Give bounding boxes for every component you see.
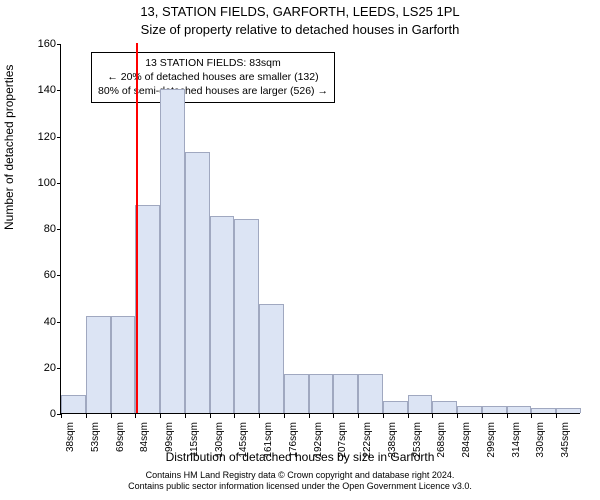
histogram-bar [358,374,383,413]
y-tick-mark [57,183,61,184]
histogram-bar [432,401,457,413]
x-tick-mark [432,414,433,418]
histogram-bar [507,406,532,413]
attribution-line-1: Contains HM Land Registry data © Crown c… [0,470,600,481]
subtitle-line: Size of property relative to detached ho… [0,22,600,37]
x-tick-mark [383,414,384,418]
histogram-bar [185,152,210,413]
x-tick-label: 222sqm [362,422,373,476]
x-tick-label: 207sqm [337,422,348,476]
y-tick-mark [57,229,61,230]
x-tick-label: 299sqm [486,422,497,476]
x-tick-mark [210,414,211,418]
y-tick-label: 0 [26,408,56,420]
y-tick-mark [57,44,61,45]
y-tick-mark [57,368,61,369]
x-tick-label: 53sqm [90,422,101,476]
histogram-bar [210,216,235,413]
x-tick-mark [111,414,112,418]
histogram-bar [531,408,556,413]
x-tick-label: 284sqm [461,422,472,476]
y-tick-label: 40 [26,316,56,328]
x-tick-mark [333,414,334,418]
y-tick-label: 20 [26,362,56,374]
x-axis-label: Distribution of detached houses by size … [0,450,600,464]
y-tick-label: 120 [26,131,56,143]
y-tick-label: 100 [26,177,56,189]
x-tick-label: 314sqm [511,422,522,476]
x-tick-label: 238sqm [387,422,398,476]
histogram-bar [111,316,136,413]
x-tick-label: 268sqm [436,422,447,476]
histogram-bar [556,408,581,413]
plot-area: 13 STATION FIELDS: 83sqm ← 20% of detach… [60,44,580,414]
x-tick-label: 253sqm [412,422,423,476]
y-tick-label: 160 [26,38,56,50]
annotation-line-3: 80% of semi-detached houses are larger (… [98,84,328,98]
y-tick-label: 140 [26,84,56,96]
histogram-bar [259,304,284,413]
x-tick-label: 130sqm [214,422,225,476]
x-tick-mark [185,414,186,418]
y-tick-mark [57,322,61,323]
histogram-bar [135,205,160,413]
y-tick-label: 60 [26,269,56,281]
y-tick-mark [57,90,61,91]
x-tick-mark [408,414,409,418]
x-tick-label: 84sqm [139,422,150,476]
histogram-bar [234,219,259,413]
x-tick-mark [358,414,359,418]
x-tick-label: 115sqm [189,422,200,476]
histogram-bar [482,406,507,413]
x-tick-label: 69sqm [115,422,126,476]
histogram-bar [309,374,334,413]
annotation-box: 13 STATION FIELDS: 83sqm ← 20% of detach… [91,52,335,103]
x-tick-mark [309,414,310,418]
attribution: Contains HM Land Registry data © Crown c… [0,470,600,493]
histogram-bar [284,374,309,413]
y-axis-label: Number of detached properties [2,65,16,230]
x-tick-label: 330sqm [535,422,546,476]
annotation-line-2: ← 20% of detached houses are smaller (13… [98,70,328,84]
y-tick-mark [57,275,61,276]
x-tick-label: 99sqm [164,422,175,476]
x-tick-mark [507,414,508,418]
x-tick-label: 38sqm [65,422,76,476]
x-tick-label: 345sqm [560,422,571,476]
y-tick-label: 80 [26,223,56,235]
address-line: 13, STATION FIELDS, GARFORTH, LEEDS, LS2… [0,4,600,19]
x-tick-mark [531,414,532,418]
histogram-bar [86,316,111,413]
x-tick-mark [482,414,483,418]
histogram-bar [383,401,408,413]
histogram-bar [408,395,433,414]
y-tick-mark [57,137,61,138]
x-tick-label: 192sqm [313,422,324,476]
x-tick-mark [61,414,62,418]
x-tick-mark [135,414,136,418]
x-tick-mark [160,414,161,418]
histogram-bar [61,395,86,414]
x-tick-mark [234,414,235,418]
x-tick-mark [556,414,557,418]
annotation-line-1: 13 STATION FIELDS: 83sqm [98,56,328,70]
x-tick-mark [284,414,285,418]
histogram-bar [457,406,482,413]
attribution-line-2: Contains public sector information licen… [0,481,600,492]
x-tick-mark [86,414,87,418]
histogram-bar [333,374,358,413]
x-tick-mark [457,414,458,418]
figure-container: 13, STATION FIELDS, GARFORTH, LEEDS, LS2… [0,0,600,500]
histogram-bar [160,89,185,413]
x-tick-label: 176sqm [288,422,299,476]
property-marker-line [136,43,138,413]
x-tick-label: 161sqm [263,422,274,476]
x-tick-mark [259,414,260,418]
x-tick-label: 145sqm [238,422,249,476]
